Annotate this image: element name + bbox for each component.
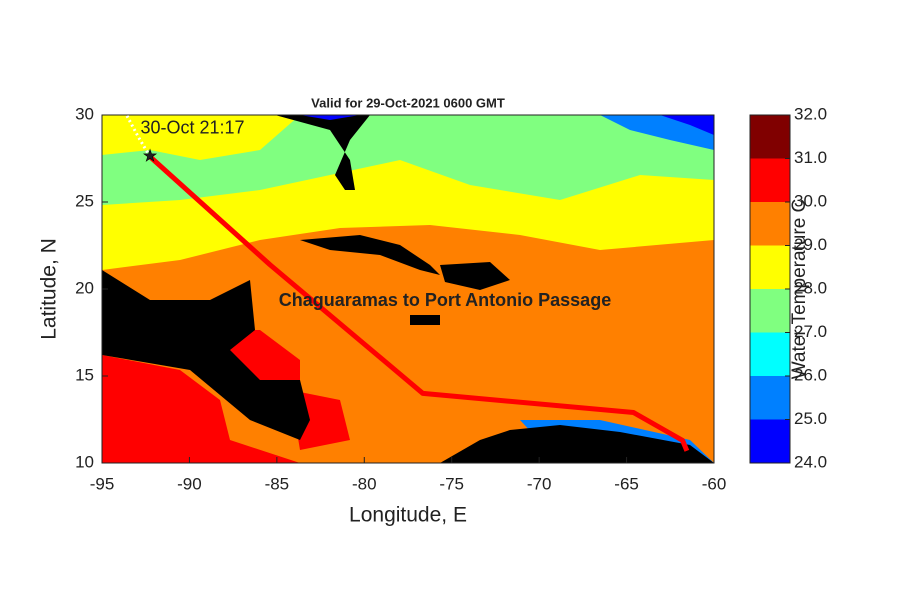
y-tick-label: 20 [75, 278, 94, 297]
colorbar-tick-label: 31.0 [794, 148, 827, 167]
colorbar-swatch [750, 202, 790, 246]
y-tick-label: 15 [75, 365, 94, 384]
y-tick-label: 25 [75, 191, 94, 210]
chart-title: Valid for 29-Oct-2021 0600 GMT [311, 95, 505, 110]
start-marker: ★ [143, 148, 157, 165]
colorbar-swatch [750, 332, 790, 376]
route-line [148, 154, 690, 452]
x-tick-label: -60 [702, 474, 727, 493]
colorbar-tick-label: 25.0 [794, 409, 827, 428]
x-tick-label: -75 [439, 474, 464, 493]
colorbar-tick-label: 32.0 [794, 104, 827, 123]
x-tick-label: -90 [177, 474, 202, 493]
y-axis-label: Latitude, N [38, 238, 61, 340]
x-tick-label: -80 [352, 474, 377, 493]
colorbar-tick-label: 26.0 [794, 365, 827, 384]
x-tick-label: -95 [90, 474, 115, 493]
colorbar-swatch [750, 158, 790, 202]
y-tick-label: 30 [75, 104, 94, 123]
route-name: Chaguaramas to Port Antonio Passage [279, 290, 611, 310]
annotation: 30-Oct 21:17 [140, 118, 244, 138]
colorbar-tick-label: 24.0 [794, 452, 827, 471]
colorbar-swatch [750, 376, 790, 420]
x-axis-label: Longitude, E [349, 504, 467, 527]
colorbar-tick-label: 27.0 [794, 322, 827, 341]
sst-field [102, 115, 714, 463]
colorbar-swatch [750, 245, 790, 289]
colorbar-tick-label: 29.0 [794, 235, 827, 254]
colorbar-tick-label: 30.0 [794, 191, 827, 210]
colorbar-label: Water Temperature C [789, 199, 810, 380]
colorbar-swatch [750, 289, 790, 333]
colorbar-tick-label: 28.0 [794, 278, 827, 297]
colorbar-swatch [750, 419, 790, 463]
y-tick-label: 10 [75, 452, 94, 471]
x-tick-label: -65 [614, 474, 639, 493]
x-tick-label: -70 [527, 474, 552, 493]
colorbar-swatch [750, 115, 790, 159]
x-tick-label: -85 [265, 474, 290, 493]
